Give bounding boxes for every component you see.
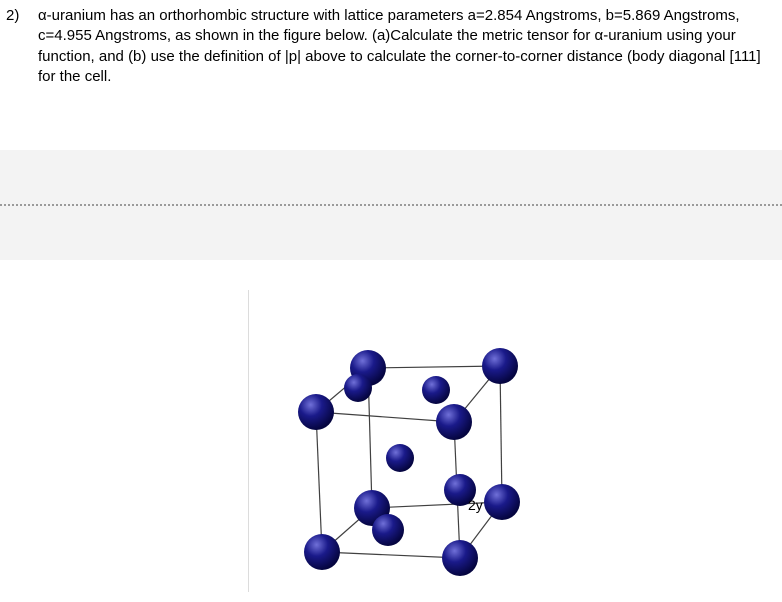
- dotted-divider: [0, 204, 782, 206]
- figure-label: 2y: [468, 497, 483, 513]
- vertical-separator: [248, 290, 249, 592]
- question-block: 2) α-uranium has an orthorhombic structu…: [0, 0, 782, 93]
- question-number: 2): [6, 6, 19, 26]
- unit-cell-diagram: 2y: [250, 290, 560, 600]
- page-root: { "question": { "number": "2)", "text": …: [0, 0, 782, 602]
- figure-area: 2y: [0, 290, 782, 602]
- question-text: α-uranium has an orthorhombic structure …: [38, 7, 761, 85]
